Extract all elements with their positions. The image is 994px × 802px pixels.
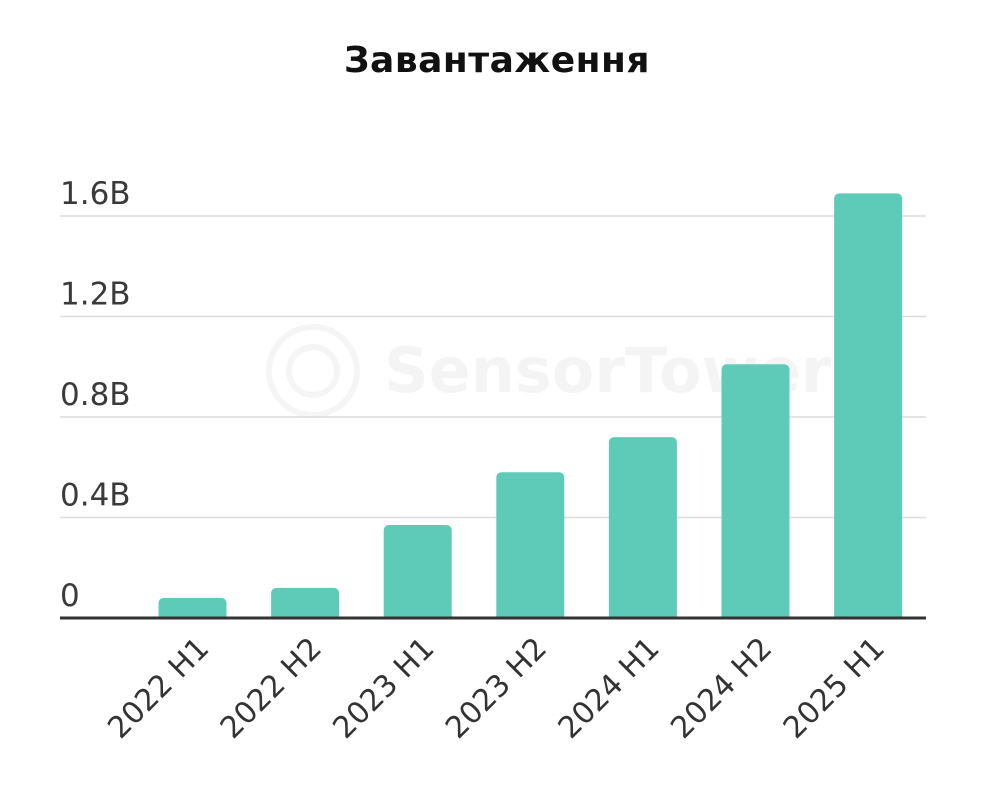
bar-2022-h1	[158, 597, 227, 618]
y-tick-label: 1.6B	[60, 176, 131, 212]
bar-2024-h2	[721, 364, 790, 618]
x-tick-label: 2024 H1	[552, 631, 667, 746]
y-tick-label: 0.4B	[60, 478, 131, 514]
chart-title: Завантаження	[343, 40, 651, 81]
bar-2024-h1	[608, 437, 677, 618]
x-tick-label: 2023 H2	[439, 631, 554, 746]
bar-2023-h2	[496, 472, 565, 618]
x-tick-label: 2024 H2	[664, 631, 779, 746]
bar-2025-h1	[834, 193, 903, 618]
x-tick-label: 2023 H1	[326, 631, 441, 746]
x-tick-label: 2022 H2	[214, 631, 329, 746]
bar-2023-h1	[383, 525, 452, 618]
y-tick-label: 0.8B	[60, 377, 131, 413]
y-tick-label: 1.2B	[60, 277, 131, 313]
y-tick-label: 0	[60, 578, 80, 614]
x-tick-label: 2022 H1	[101, 631, 216, 746]
bar-2022-h2	[271, 587, 340, 618]
x-tick-label: 2025 H1	[777, 631, 892, 746]
watermark-logo-icon	[266, 324, 360, 418]
